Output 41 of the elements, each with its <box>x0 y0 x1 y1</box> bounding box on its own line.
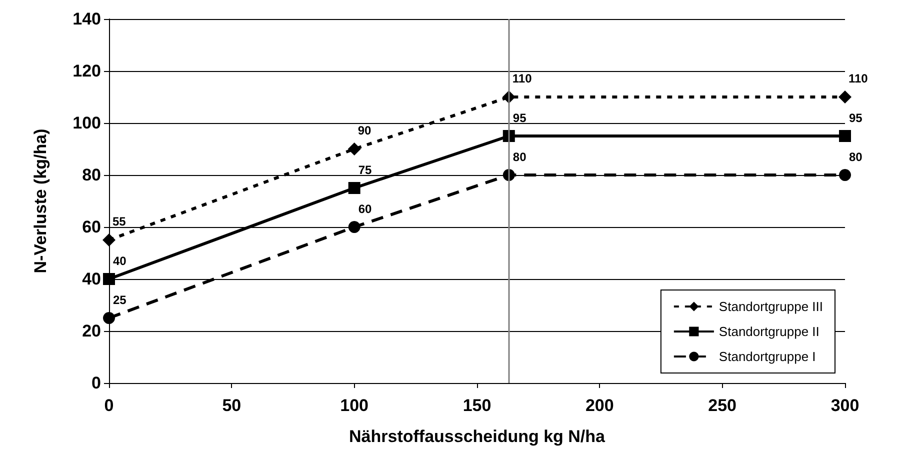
data-label: 40 <box>113 254 127 268</box>
point <box>838 90 852 104</box>
x-tick-label: 200 <box>585 396 614 415</box>
point <box>348 221 360 233</box>
point <box>103 312 115 324</box>
y-tick-label: 140 <box>72 10 101 28</box>
x-tick-label: 100 <box>340 396 369 415</box>
data-label: 95 <box>512 111 527 125</box>
y-tick-label: 60 <box>82 218 101 236</box>
data-label: 60 <box>358 202 372 216</box>
x-tick-label: 50 <box>222 396 242 415</box>
y-tick-label: 0 <box>92 374 101 392</box>
x-axis-title: Nährstoffausscheidung kg N/ha <box>349 427 606 446</box>
x-tick-label: 150 <box>462 396 492 415</box>
point <box>839 169 851 181</box>
data-label: 110 <box>848 72 868 86</box>
y-tick-label: 120 <box>72 62 101 80</box>
y-axis-title: N-Verluste (kg/ha) <box>31 128 50 274</box>
y-tick-label: 20 <box>82 322 101 340</box>
point <box>102 234 116 246</box>
point <box>103 273 115 285</box>
point <box>839 130 851 142</box>
legend-label: Standortgruppe I <box>718 349 816 364</box>
data-label: 55 <box>112 214 126 228</box>
point <box>348 182 360 194</box>
x-tick-label: 0 <box>104 396 114 415</box>
x-tick-label: 250 <box>708 396 737 415</box>
data-label: 95 <box>849 111 863 125</box>
y-tick-label: 40 <box>82 270 101 288</box>
point <box>348 142 361 156</box>
y-tick-label: 80 <box>82 166 101 184</box>
data-label: 80 <box>512 150 527 164</box>
x-tick-label: 300 <box>830 396 860 415</box>
data-label: 75 <box>358 163 372 177</box>
data-label: 110 <box>512 72 532 86</box>
legend-label: Standortgruppe III <box>718 299 824 314</box>
y-tick-label: 100 <box>72 114 101 132</box>
data-label: 80 <box>849 150 863 164</box>
legend-label: Standortgruppe II <box>718 324 820 339</box>
data-label: 90 <box>358 124 372 138</box>
data-label: 25 <box>113 293 127 307</box>
